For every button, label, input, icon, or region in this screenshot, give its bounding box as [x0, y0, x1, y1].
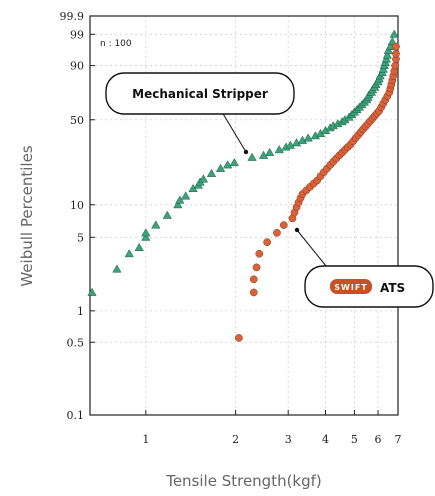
ats-point: [392, 42, 400, 51]
mechanical-stripper-point: [229, 157, 239, 167]
mechanical-stripper-point: [141, 232, 151, 241]
x-tick-label: 3: [285, 433, 292, 446]
mechanical-stripper-point: [112, 264, 122, 273]
mechanical-stripper-point: [265, 147, 275, 156]
mechanical-stripper-point: [387, 36, 397, 46]
mechanical-stripper-point: [285, 140, 295, 149]
ats-point: [391, 61, 400, 70]
mechanical-stripper-point: [303, 133, 313, 142]
mechanical-leader-line: [221, 111, 247, 153]
swift-logo: SWIFT: [330, 279, 372, 294]
ats-point: [249, 288, 258, 297]
y-tick-label: 99.9: [60, 10, 85, 23]
mechanical-stripper-point: [215, 163, 226, 172]
y-tick-label: 0.5: [67, 336, 85, 349]
mechanical-stripper-point: [382, 50, 393, 59]
x-tick-label: 6: [375, 433, 382, 446]
ats-point: [255, 249, 264, 258]
data-points: [87, 29, 400, 342]
mechanical-stripper-point: [206, 168, 217, 177]
x-axis-title: Tensile Strength(kgf): [165, 472, 322, 490]
y-tick-label: 90: [70, 60, 84, 73]
y-tick-label: 10: [70, 199, 84, 212]
y-tick-label: 1: [77, 305, 84, 318]
mechanical-stripper-point: [173, 200, 183, 209]
x-tick-label: 7: [395, 433, 402, 446]
y-tick-label: 5: [77, 231, 84, 244]
y-axis-title: Weibull Percentiles: [18, 145, 36, 286]
swift-logo-text: SWIFT: [334, 283, 367, 292]
ats-point: [252, 263, 261, 272]
x-tick-label: 4: [322, 433, 329, 446]
ats-callout-label: ATS: [380, 281, 405, 295]
sample-size-label: n : 100: [100, 39, 132, 49]
mechanical-stripper-point: [124, 249, 134, 258]
mechanical-stripper-point: [389, 29, 399, 38]
mechanical-stripper-point: [181, 191, 191, 200]
ats-leader-line: [296, 229, 327, 267]
y-tick-label: 0.1: [67, 409, 85, 422]
mechanical-stripper-point: [291, 138, 302, 147]
mechanical-stripper-point: [141, 228, 151, 237]
ats-point: [279, 221, 288, 229]
mechanical-leader-dot: [243, 149, 249, 155]
y-tick-label: 50: [70, 114, 84, 127]
mechanical-stripper-point: [162, 210, 172, 219]
mechanical-stripper-point: [151, 220, 161, 229]
y-tick-labels: 0.1 0.5 1 5 10 50 90 99 99.9: [60, 10, 85, 422]
ats-point: [263, 238, 271, 247]
ats-point: [273, 229, 281, 237]
mechanical-stripper-point: [274, 145, 284, 154]
mechanical-callout-label: Mechanical Stripper: [132, 87, 268, 101]
plot-frame: [89, 15, 399, 416]
x-tick-label: 5: [351, 433, 358, 446]
y-tick-label: 99: [70, 28, 84, 41]
ats-point: [249, 275, 258, 284]
mechanical-stripper-point: [175, 195, 185, 204]
ats-point: [392, 49, 400, 58]
mechanical-stripper-point: [198, 174, 209, 183]
ats-point: [235, 334, 243, 342]
mechanical-stripper-point: [247, 152, 257, 161]
ats-leader-dot: [294, 227, 300, 233]
mechanical-callout-box: [105, 72, 295, 115]
x-tick-label: 1: [142, 433, 149, 446]
x-tick-label: 2: [232, 433, 239, 446]
mechanical-stripper-point: [223, 160, 233, 169]
mechanical-stripper-point: [134, 242, 144, 252]
mechanical-stripper-point: [87, 287, 97, 296]
